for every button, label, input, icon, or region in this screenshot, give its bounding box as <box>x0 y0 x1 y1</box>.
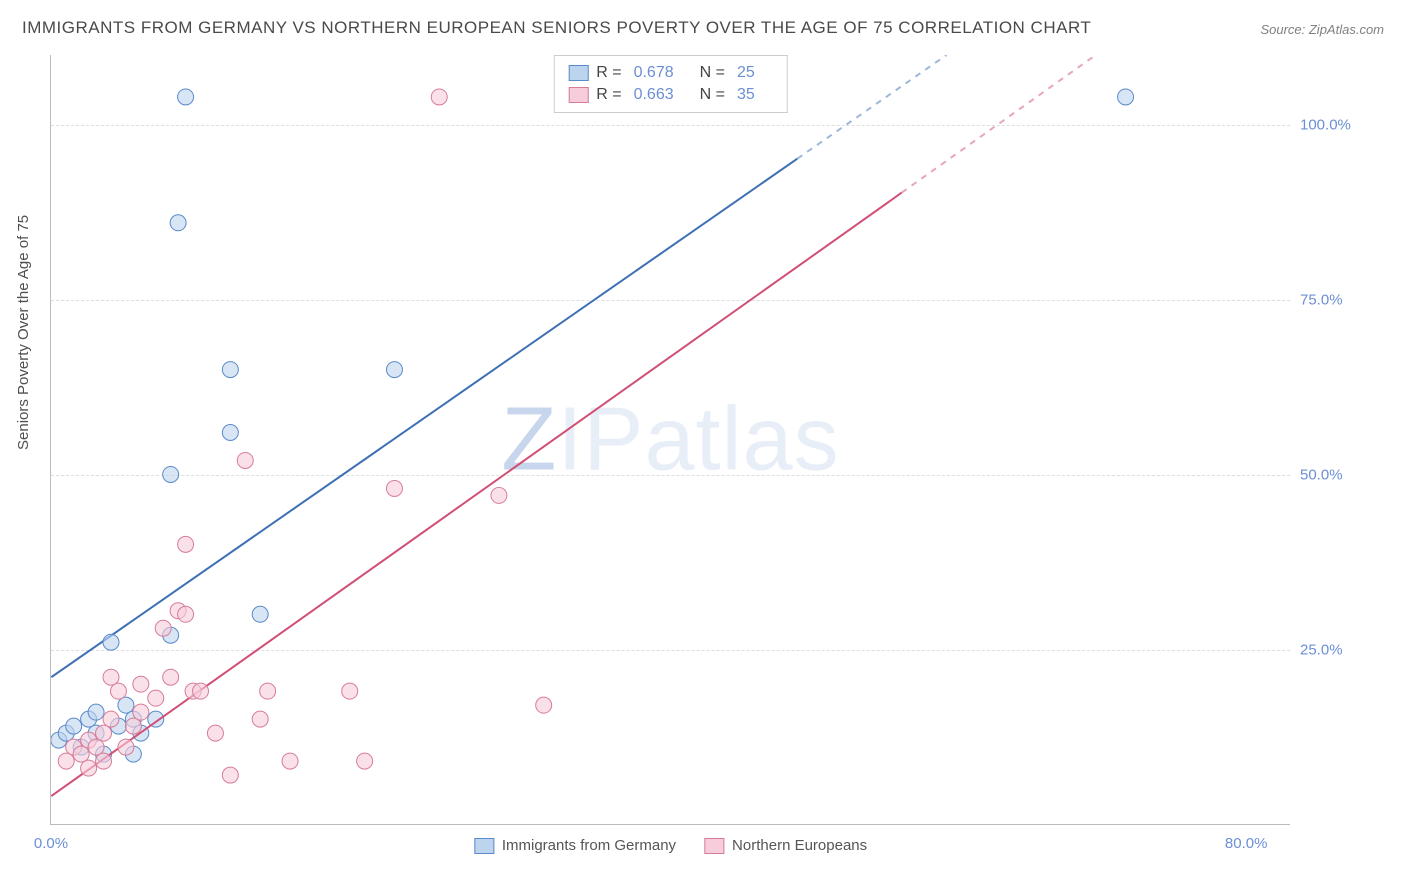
data-point <box>178 536 194 552</box>
data-point <box>110 683 126 699</box>
legend-series-label: Immigrants from Germany <box>502 837 676 854</box>
y-tick-label: 25.0% <box>1300 642 1380 659</box>
legend-n-value: 35 <box>737 86 755 104</box>
data-point <box>103 634 119 650</box>
data-point <box>163 669 179 685</box>
data-point <box>342 683 358 699</box>
data-point <box>118 739 134 755</box>
legend-r-label: R = <box>596 64 621 82</box>
data-point <box>170 215 186 231</box>
data-point <box>222 425 238 441</box>
legend-series-label: Northern Europeans <box>732 837 867 854</box>
data-point <box>222 362 238 378</box>
y-tick-label: 50.0% <box>1300 467 1380 484</box>
data-point <box>252 711 268 727</box>
source-attribution: Source: ZipAtlas.com <box>1260 22 1384 37</box>
data-point <box>431 89 447 105</box>
data-point <box>133 676 149 692</box>
plot-area: ZIPatlas R = 0.678 N = 25 R = 0.663 N = … <box>50 55 1290 825</box>
data-point <box>386 362 402 378</box>
data-point <box>58 753 74 769</box>
data-point <box>73 746 89 762</box>
legend-series-item: Northern Europeans <box>704 837 867 854</box>
data-point <box>155 620 171 636</box>
chart-svg <box>51 55 1290 824</box>
data-point <box>536 697 552 713</box>
data-point <box>178 89 194 105</box>
data-point <box>1118 89 1134 105</box>
legend-swatch-icon <box>704 838 724 854</box>
legend-stats: R = 0.678 N = 25 R = 0.663 N = 35 <box>553 55 788 113</box>
data-point <box>96 753 112 769</box>
data-point <box>178 606 194 622</box>
data-point <box>133 704 149 720</box>
data-point <box>66 718 82 734</box>
x-tick-label: 0.0% <box>34 835 68 852</box>
data-point <box>103 711 119 727</box>
legend-series-item: Immigrants from Germany <box>474 837 676 854</box>
legend-r-value: 0.663 <box>634 86 674 104</box>
data-point <box>103 669 119 685</box>
data-point <box>491 487 507 503</box>
data-point <box>207 725 223 741</box>
data-point <box>96 725 112 741</box>
data-point <box>222 767 238 783</box>
data-point <box>282 753 298 769</box>
data-point <box>237 452 253 468</box>
legend-r-value: 0.678 <box>634 64 674 82</box>
legend-r-label: R = <box>596 86 621 104</box>
data-point <box>357 753 373 769</box>
legend-swatch-icon <box>568 65 588 81</box>
data-point <box>118 697 134 713</box>
y-tick-label: 100.0% <box>1300 117 1380 134</box>
y-tick-label: 75.0% <box>1300 292 1380 309</box>
legend-swatch-icon <box>474 838 494 854</box>
data-point <box>260 683 276 699</box>
legend-swatch-icon <box>568 87 588 103</box>
data-point <box>193 683 209 699</box>
data-point <box>148 690 164 706</box>
data-point <box>252 606 268 622</box>
data-point <box>163 466 179 482</box>
data-point <box>88 704 104 720</box>
chart-title: IMMIGRANTS FROM GERMANY VS NORTHERN EURO… <box>22 18 1091 38</box>
x-tick-label: 80.0% <box>1225 835 1268 852</box>
legend-n-label: N = <box>700 64 725 82</box>
data-point <box>88 739 104 755</box>
legend-n-label: N = <box>700 86 725 104</box>
legend-stats-row: R = 0.678 N = 25 <box>568 62 773 84</box>
y-axis-label: Seniors Poverty Over the Age of 75 <box>15 215 32 450</box>
legend-n-value: 25 <box>737 64 755 82</box>
data-point <box>386 480 402 496</box>
data-point <box>125 718 141 734</box>
data-point <box>81 760 97 776</box>
legend-stats-row: R = 0.663 N = 35 <box>568 84 773 106</box>
legend-series: Immigrants from Germany Northern Europea… <box>474 837 867 854</box>
